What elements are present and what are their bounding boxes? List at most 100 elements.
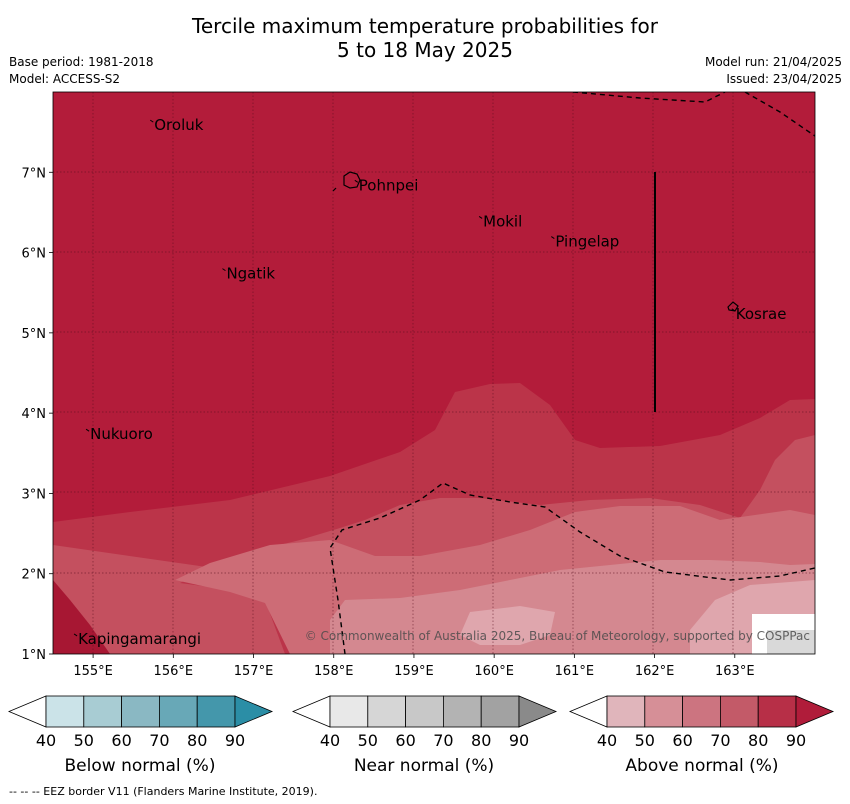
missing-data-grey <box>767 630 815 654</box>
colorbar-segment <box>367 695 406 728</box>
band-lighter <box>460 606 555 645</box>
colorbar-3: 40 50 60 70 80 90 <box>568 695 835 750</box>
colorbar-tick-label: 50 <box>635 731 655 750</box>
place-labels: Oroluk Pohnpei Mokil Pingelap Ngatik Kosrae Nu… <box>73 116 787 648</box>
colorbar-tick-label: 80 <box>187 731 207 750</box>
colorbar-segment <box>121 695 160 728</box>
colorbars: 40 50 60 70 80 90 40 50 60 70 80 90 40 50 60 70 80 90 <box>7 695 835 750</box>
colorbar-tick-label: 60 <box>672 731 692 750</box>
colorbar-segment <box>329 695 369 728</box>
eez-border-northeast <box>744 92 815 137</box>
probability-field <box>53 92 815 654</box>
colorbar-segment <box>480 695 520 728</box>
place-marker <box>731 308 736 312</box>
colorbar-tick-label: 50 <box>358 731 378 750</box>
place-marker <box>551 236 555 239</box>
colorbar-tick-label: 80 <box>471 731 491 750</box>
lon-tick-label: 161°E <box>555 664 595 679</box>
place-marker <box>85 428 90 432</box>
colorbar-tick-label: 70 <box>433 731 453 750</box>
colorbar-segment <box>83 695 123 728</box>
colorbar-tick-label: 90 <box>786 731 806 750</box>
place-label-nukuoro: Nukuoro <box>90 425 153 443</box>
lon-tick-label: 162°E <box>635 664 675 679</box>
latitude-ticks: 1°N 2°N 3°N 4°N 5°N 6°N 7°N <box>22 166 53 663</box>
lat-tick-label: 6°N <box>22 247 47 262</box>
meta-left: Base period: 1981-2018 Model: ACCESS-S2 <box>9 54 154 88</box>
colorbar-tick-label: 40 <box>320 731 340 750</box>
colorbar-segment <box>757 695 797 728</box>
lon-tick-label: 159°E <box>394 664 434 679</box>
colorbar-segment <box>158 695 198 728</box>
colorbar-segment <box>196 695 236 728</box>
place-marker <box>73 633 78 637</box>
copyright-text: © Commonwealth of Australia 2025, Bureau… <box>305 629 810 643</box>
colorbar-segment <box>606 695 646 728</box>
above-normal-label: Above normal (%) <box>625 756 779 776</box>
pohnpei-island-shape <box>343 171 361 189</box>
eez-footer-note: -- -- -- EEZ border V11 (Flanders Marine… <box>9 785 318 798</box>
lat-tick-label: 2°N <box>22 568 47 583</box>
map-frame <box>52 91 816 655</box>
colorbar-tick-label: 70 <box>710 731 730 750</box>
colorbar-min-extension <box>291 695 331 728</box>
below-normal-label: Below normal (%) <box>64 756 216 776</box>
colorbar-max-extension <box>234 695 274 728</box>
place-marker <box>478 216 483 219</box>
colorbar-tick-label: 60 <box>111 731 131 750</box>
lon-tick-label: 157°E <box>234 664 274 679</box>
title-line-2: 5 to 18 May 2025 <box>337 38 513 62</box>
deep-red-corner <box>53 580 110 654</box>
lat-tick-label: 3°N <box>22 487 47 502</box>
eez-borders <box>329 92 815 654</box>
colorbar-tick-label: 40 <box>36 731 56 750</box>
lon-tick-label: 158°E <box>314 664 354 679</box>
colorbar-tick-label: 70 <box>149 731 169 750</box>
model-name: Model: ACCESS-S2 <box>9 72 121 86</box>
lat-tick-label: 4°N <box>22 407 47 422</box>
lon-tick-label: 156°E <box>154 664 194 679</box>
colorbar-segment <box>45 695 85 728</box>
colorbar-tick-label: 90 <box>225 731 245 750</box>
place-label-oroluk: Oroluk <box>154 116 203 134</box>
colorbar-max-extension <box>795 695 835 728</box>
colorbar-segment <box>405 695 444 728</box>
colorbar-max-extension <box>518 695 558 728</box>
place-label-kosrae: Kosrae <box>736 305 787 323</box>
lat-tick-label: 1°N <box>22 648 47 663</box>
colorbar-segment <box>720 695 759 728</box>
gridlines <box>53 92 815 654</box>
colorbar-tick-label: 50 <box>74 731 94 750</box>
issued-date: Issued: 23/04/2025 <box>726 72 842 86</box>
lat-tick-label: 5°N <box>22 327 47 342</box>
colorbar-min-extension <box>568 695 608 728</box>
near-normal-label: Near normal (%) <box>353 756 495 776</box>
place-label-pingelap: Pingelap <box>555 233 619 251</box>
colorbar-segment <box>682 695 721 728</box>
colorbar-2: 40 50 60 70 80 90 <box>291 695 558 750</box>
lon-tick-label: 163°E <box>715 664 755 679</box>
colorbar-tick-label: 60 <box>395 731 415 750</box>
meta-right: Model run: 21/04/2025 Issued: 23/04/2025 <box>705 54 842 88</box>
kosrae-island-shape <box>727 301 739 312</box>
islands <box>332 171 739 312</box>
place-marker <box>354 179 359 183</box>
colorbar-1: 40 50 60 70 80 90 <box>7 695 274 750</box>
colorbar-tick-label: 40 <box>597 731 617 750</box>
place-label-mokil: Mokil <box>483 212 522 230</box>
eez-border-north <box>572 92 726 103</box>
colorbar-segment <box>442 695 482 728</box>
place-label-pohnpei: Pohnpei <box>359 176 419 194</box>
colorbar-tick-label: 80 <box>748 731 768 750</box>
place-marker <box>149 119 154 123</box>
longitude-ticks: 155°E 156°E 157°E 158°E 159°E 160°E 161°E 162°E… <box>73 654 755 679</box>
lon-tick-label: 155°E <box>73 664 113 679</box>
colorbar-tick-label: 90 <box>509 731 529 750</box>
lat-tick-label: 7°N <box>22 166 47 181</box>
map-title: Tercile maximum temperature probabilitie… <box>0 14 850 62</box>
colorbar-segment <box>644 695 683 728</box>
place-label-ngatik: Ngatik <box>226 265 275 283</box>
eez-border-south <box>329 482 815 654</box>
lon-tick-label: 160°E <box>474 664 514 679</box>
place-marker <box>222 268 226 272</box>
